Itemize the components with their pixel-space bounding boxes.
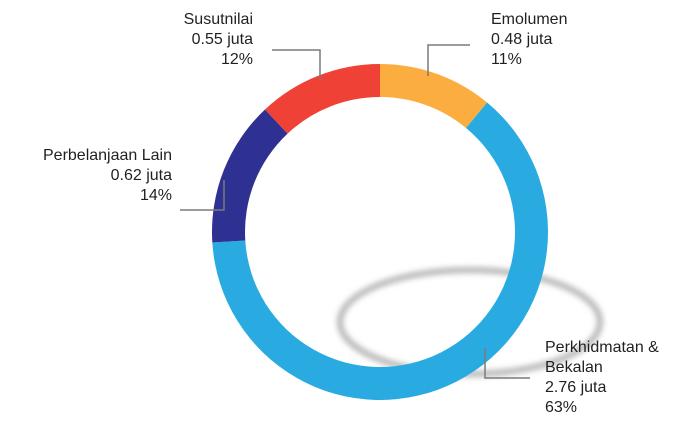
amount-label: 2.76 juta	[545, 379, 607, 396]
slice	[380, 64, 488, 128]
value-label: 63%	[545, 399, 578, 416]
leader-line	[427, 44, 470, 76]
slice-label: Perbelanjaan Lain 0.62 juta 14%	[43, 146, 172, 206]
slice	[212, 109, 288, 243]
slice-label: Susutnilai 0.55 juta 12%	[184, 10, 253, 70]
value-label: 14%	[139, 187, 172, 204]
value-label: 11%	[491, 51, 522, 68]
leader-line	[484, 348, 530, 379]
leader-line	[180, 180, 225, 211]
slice	[264, 63, 380, 134]
slice-label: Emolumen 0.48 juta 11%	[491, 10, 567, 70]
category-label: Perbelanjaan Lain	[43, 147, 172, 164]
amount-label: 0.55 juta	[191, 31, 253, 48]
shadow	[337, 267, 603, 377]
amount-label: 0.62 juta	[110, 167, 172, 184]
amount-label: 0.48 juta	[491, 31, 553, 48]
slice	[212, 102, 549, 401]
leader-line	[272, 49, 321, 80]
slice-label: Perkhidmatan & Bekalan 2.76 juta 63%	[545, 338, 692, 418]
value-label: 12%	[220, 51, 253, 68]
category-label: Perkhidmatan & Bekalan	[545, 339, 659, 376]
category-label: Emolumen	[491, 11, 568, 28]
category-label: Susutnilai	[183, 11, 253, 28]
